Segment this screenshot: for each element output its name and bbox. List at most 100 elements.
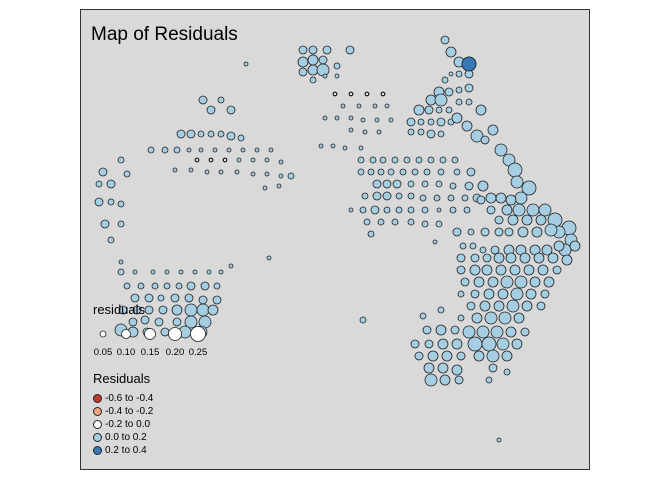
residual-point	[514, 275, 528, 289]
residual-point	[212, 295, 222, 305]
color-legend-entry: -0.4 to -0.2	[93, 405, 153, 417]
residual-point	[198, 147, 204, 153]
residual-point	[382, 191, 392, 201]
residual-point	[186, 147, 192, 153]
residual-point	[362, 129, 368, 135]
residual-point	[213, 282, 221, 290]
residual-point	[494, 143, 508, 157]
size-legend-label: 0.05	[93, 347, 113, 358]
residual-point	[510, 175, 524, 189]
residual-point	[188, 167, 194, 173]
residual-point	[437, 306, 445, 314]
color-swatch-icon	[93, 445, 102, 455]
residual-point	[318, 55, 328, 65]
residual-point	[427, 350, 439, 362]
residual-point	[164, 269, 170, 275]
residual-point	[505, 252, 517, 264]
residual-point	[424, 373, 438, 387]
residual-point	[173, 146, 181, 154]
color-legend-entry: 0.2 to 0.4	[93, 444, 147, 456]
residual-point	[175, 282, 183, 290]
residual-point	[172, 167, 178, 173]
residual-point	[469, 264, 481, 276]
residual-point	[436, 207, 442, 213]
residual-point	[417, 128, 425, 136]
residual-point	[538, 203, 552, 217]
residual-point	[471, 312, 483, 324]
residual-point	[526, 203, 540, 217]
residual-point	[507, 214, 519, 226]
residual-point	[309, 76, 317, 84]
residual-point	[307, 64, 319, 76]
residual-point	[422, 325, 432, 335]
residual-point	[207, 130, 215, 138]
residual-point	[198, 95, 208, 105]
residual-point	[349, 92, 353, 96]
residual-point	[423, 362, 435, 374]
residual-point	[379, 156, 387, 164]
residual-point	[372, 179, 382, 189]
residual-point	[333, 92, 337, 96]
residual-point	[482, 253, 492, 263]
residual-point	[447, 194, 455, 202]
residual-point	[480, 135, 490, 145]
residual-point	[130, 293, 140, 303]
residual-point	[463, 206, 471, 214]
residual-point	[330, 143, 336, 149]
residual-point	[363, 218, 371, 226]
residual-point	[168, 327, 182, 341]
residual-point	[470, 129, 484, 143]
residual-point	[348, 127, 354, 133]
residual-point	[512, 203, 526, 217]
residual-point	[200, 281, 210, 291]
color-swatch-icon	[93, 419, 102, 429]
residual-point	[268, 147, 274, 153]
residual-point	[403, 156, 411, 164]
residual-point	[529, 276, 541, 288]
residual-point	[541, 244, 553, 256]
residual-point	[433, 194, 441, 202]
residual-point	[334, 73, 340, 79]
residual-point	[186, 281, 196, 291]
color-swatch-icon	[93, 393, 102, 403]
residual-point	[437, 130, 445, 138]
color-legend-label: 0.0 to 0.2	[105, 431, 147, 443]
residual-point	[117, 200, 125, 208]
color-legend-entry: -0.2 to 0.0	[93, 418, 150, 430]
residual-point	[514, 191, 528, 205]
residual-point	[496, 337, 510, 351]
residual-point	[437, 338, 449, 350]
residual-point	[451, 364, 463, 376]
residual-point	[107, 236, 115, 244]
residual-point	[511, 338, 523, 350]
residual-point	[449, 182, 457, 190]
residual-point	[451, 156, 459, 164]
residual-point	[276, 183, 282, 189]
residual-point	[487, 124, 499, 136]
residual-point	[223, 158, 227, 162]
residual-point	[322, 73, 328, 79]
residual-point	[525, 288, 537, 300]
residual-point	[160, 327, 170, 337]
residual-point	[521, 214, 533, 226]
residual-point	[413, 104, 425, 116]
residual-point	[435, 106, 443, 114]
residual-point	[533, 252, 545, 264]
residual-point	[521, 300, 533, 312]
residual-point	[264, 157, 270, 163]
residual-point	[455, 86, 463, 94]
residual-point	[240, 147, 246, 153]
residual-point	[237, 134, 245, 142]
residual-point	[147, 146, 155, 154]
residual-point	[459, 242, 467, 250]
residual-point	[424, 339, 434, 349]
residual-point	[171, 304, 183, 316]
residual-point	[158, 305, 168, 315]
residual-point	[345, 45, 355, 55]
residual-point	[372, 103, 378, 109]
residual-point	[365, 92, 369, 96]
residual-point	[348, 115, 354, 121]
residual-point	[137, 282, 145, 290]
residual-point	[399, 168, 407, 176]
residual-point	[535, 214, 547, 226]
